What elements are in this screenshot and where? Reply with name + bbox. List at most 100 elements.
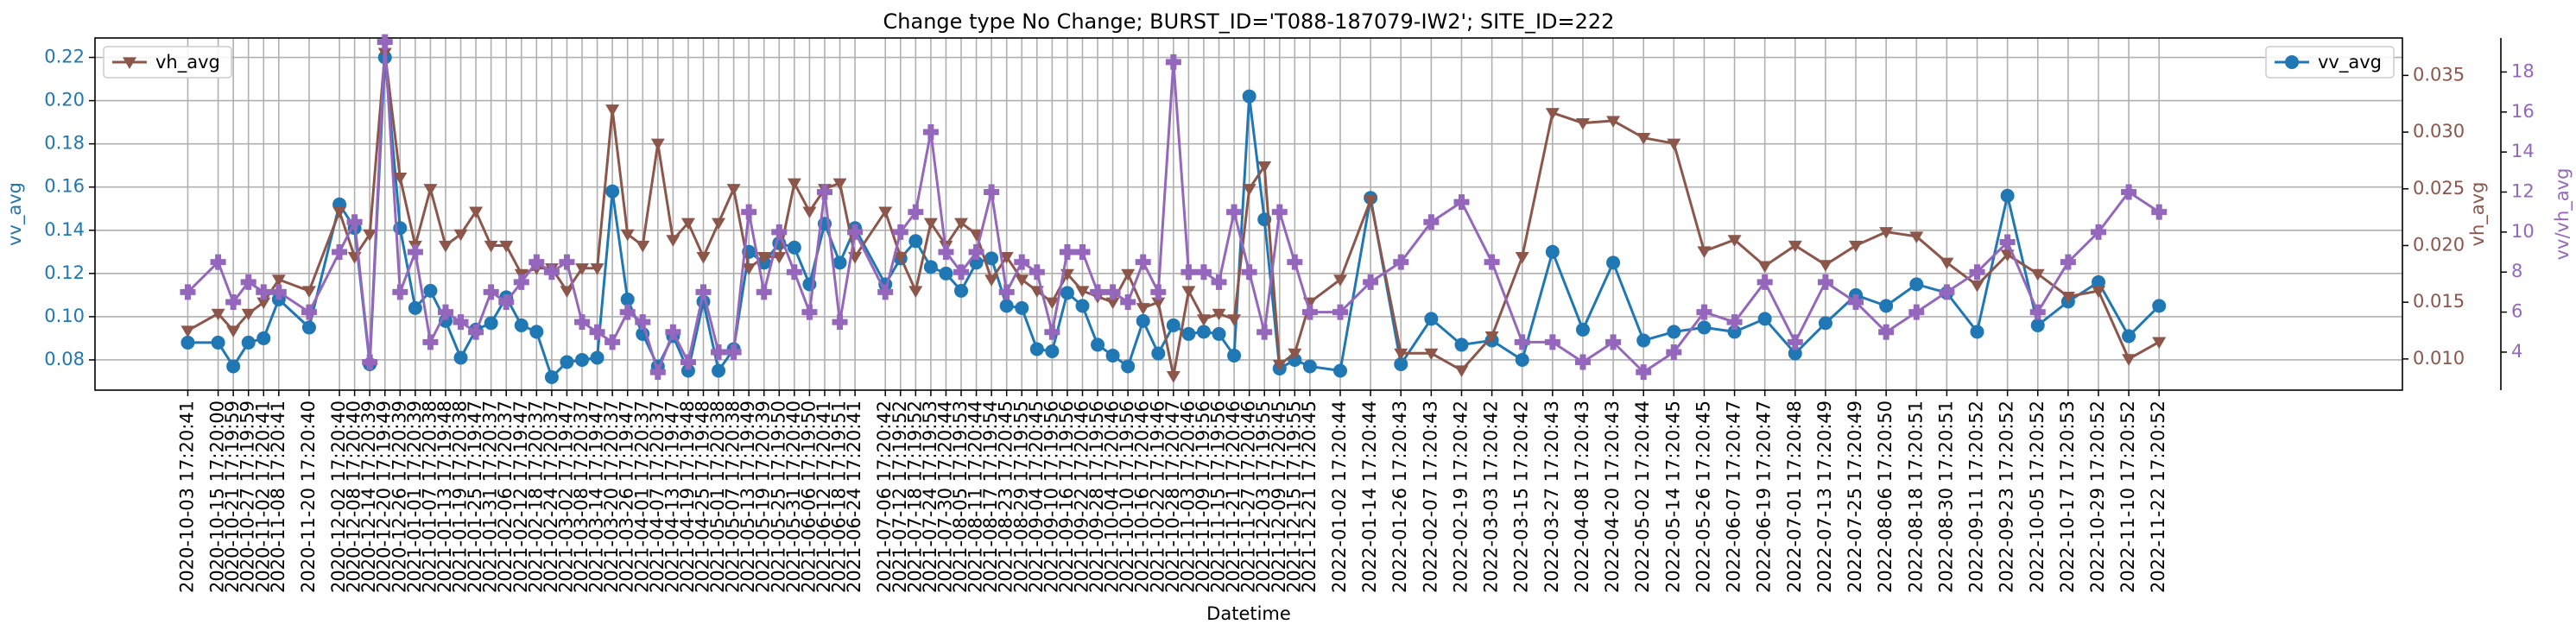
marker [1121, 268, 1136, 281]
x-tick-label: 2021-07-06 17:20:42 [874, 400, 895, 593]
y-tick-label: 8 [2511, 261, 2522, 281]
y-tick-label: 0.12 [44, 262, 85, 283]
marker [1091, 337, 1105, 352]
marker [513, 274, 529, 290]
marker [1970, 280, 1984, 293]
marker [1424, 312, 1439, 326]
marker [1423, 214, 1440, 230]
marker [802, 206, 817, 219]
marker [1029, 264, 1045, 281]
x-tick-label: 2020-10-27 17:19:59 [237, 400, 258, 593]
x-tick-label: 2022-08-06 17:20:50 [1875, 400, 1896, 593]
x-tick-label: 2021-03-02 17:19:47 [555, 400, 576, 593]
marker [1075, 286, 1090, 299]
marker [1180, 264, 1197, 281]
marker [529, 325, 544, 339]
x-tick-label: 2021-07-24 17:19:53 [920, 400, 940, 593]
x-tick-label: 2020-11-08 17:20:41 [268, 400, 288, 593]
marker [438, 240, 453, 253]
legend-box [103, 46, 232, 79]
marker [635, 314, 651, 331]
marker [1544, 334, 1560, 350]
marker [256, 284, 272, 300]
marker [984, 251, 999, 266]
marker [650, 138, 665, 151]
marker [680, 363, 695, 378]
marker [1515, 352, 1529, 367]
marker [1181, 286, 1196, 299]
marker [423, 184, 438, 196]
marker [559, 254, 575, 270]
marker [2060, 291, 2075, 304]
marker [1879, 299, 1894, 313]
x-tick-label: 2021-02-06 17:20:37 [495, 400, 516, 593]
marker [180, 284, 196, 300]
marker [969, 229, 984, 242]
marker [1999, 234, 2016, 250]
marker [225, 294, 242, 310]
y3-axis-label: vv/vh_avg [2552, 168, 2573, 261]
y-tick-label: 10 [2511, 221, 2535, 242]
y-tick-label: 0.025 [2413, 178, 2465, 199]
x-tick-label: 2022-08-30 17:20:51 [1935, 400, 1956, 593]
marker [1605, 334, 1622, 350]
marker [301, 304, 317, 320]
marker [772, 252, 787, 264]
marker [1788, 346, 1802, 361]
marker [742, 263, 756, 275]
plot-frame [94, 37, 2403, 391]
marker [1636, 133, 1651, 145]
marker [908, 286, 923, 299]
marker [407, 244, 423, 261]
marker [1818, 260, 1832, 272]
x-tick-label: 2022-07-25 17:20:49 [1845, 400, 1865, 593]
marker [787, 240, 801, 255]
x-tick-label: 2021-01-25 17:19:47 [465, 400, 485, 593]
marker [832, 178, 847, 191]
marker [590, 263, 604, 275]
x-tick-label: 2021-05-01 17:20:38 [707, 400, 728, 593]
x-tick-label: 2020-12-14 17:20:39 [358, 400, 379, 593]
marker [453, 350, 468, 365]
x-tick-label: 2021-09-28 17:19:56 [1086, 400, 1107, 593]
y-tick-label: 0.18 [44, 133, 85, 154]
x-tick-label: 2022-06-07 17:20:47 [1724, 400, 1744, 593]
marker [953, 264, 970, 281]
y-tick-label: 0.030 [2413, 121, 2465, 142]
marker [1136, 313, 1150, 328]
y-tick-label: 0.22 [44, 47, 85, 67]
marker [256, 331, 271, 345]
marker [787, 178, 801, 191]
marker [453, 229, 468, 242]
marker [620, 229, 635, 242]
marker [543, 264, 560, 281]
marker [2000, 188, 2015, 203]
x-tick-label: 2021-01-01 17:20:39 [404, 400, 425, 593]
x-tick-label: 2022-03-15 17:20:42 [1511, 400, 1532, 593]
y-tick-label: 12 [2511, 181, 2535, 202]
marker [1726, 314, 1743, 331]
marker [1227, 314, 1242, 326]
marker [1515, 252, 1529, 264]
marker [1271, 204, 1288, 220]
marker [123, 57, 136, 69]
marker [1181, 326, 1196, 341]
y-tick-label: 0.10 [44, 306, 85, 326]
marker [301, 286, 316, 299]
x-tick-label: 2022-01-02 17:20:44 [1329, 400, 1350, 593]
marker [939, 266, 953, 281]
marker [377, 34, 393, 50]
marker [256, 297, 271, 310]
marker [1074, 244, 1091, 261]
y-tick-label: 0.14 [44, 219, 85, 240]
marker [1484, 254, 1500, 270]
x-tick-label: 2021-09-22 17:20:46 [1071, 400, 1092, 593]
x-tick-label: 2022-05-26 17:20:45 [1693, 400, 1713, 593]
x-tick-label: 2021-05-25 17:19:50 [768, 400, 788, 593]
x-tick-label: 2021-11-21 17:20:46 [1223, 400, 1244, 593]
marker [938, 244, 954, 261]
marker [1575, 322, 1590, 337]
x-tick-label: 2022-05-14 17:20:45 [1662, 400, 1683, 593]
y-tick-label: 0.020 [2413, 234, 2465, 255]
